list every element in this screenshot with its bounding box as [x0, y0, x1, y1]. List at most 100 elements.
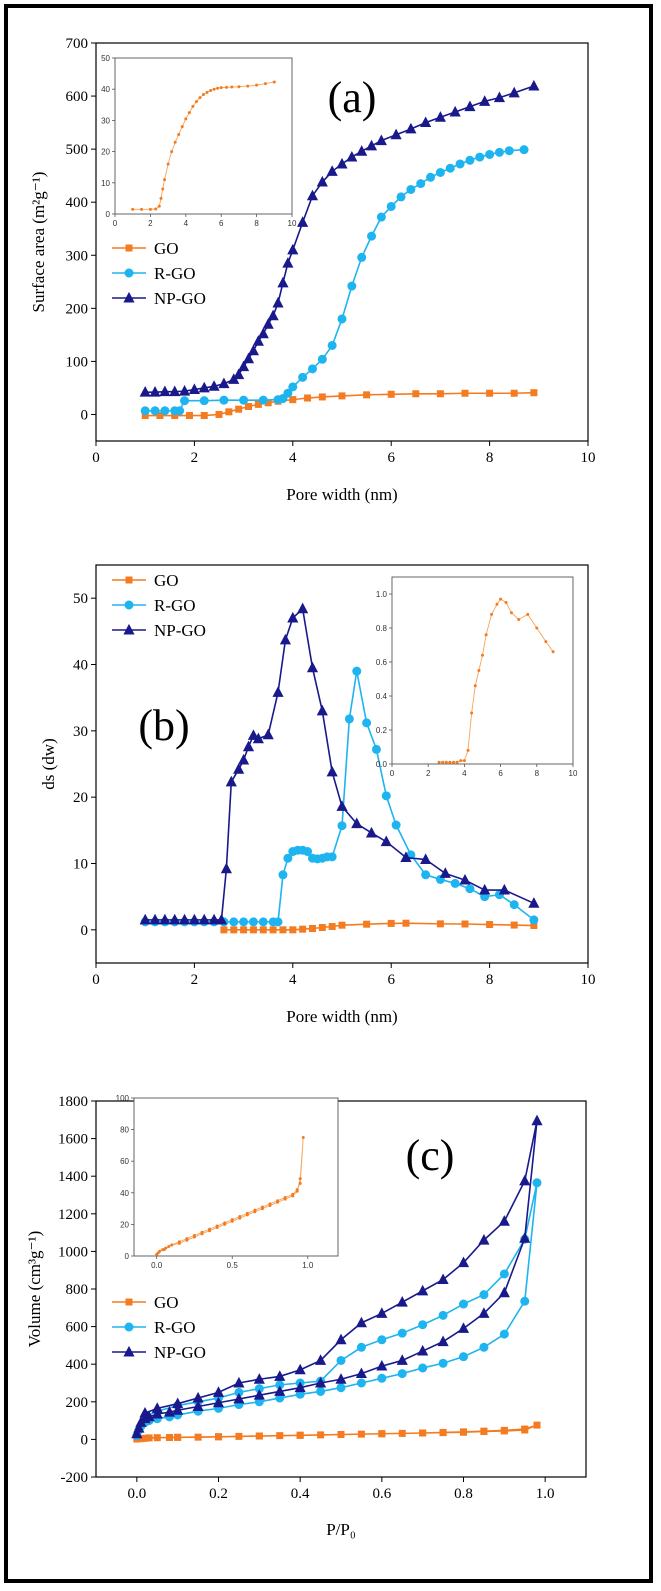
data-point-np-go — [198, 381, 210, 393]
data-point-r-go — [435, 167, 445, 177]
panel-label-b: (b) — [138, 701, 189, 750]
data-point-np-go — [396, 1296, 408, 1307]
data-point-np-go — [272, 686, 284, 697]
x-tick-label: 4 — [289, 972, 297, 988]
data-point-np-go — [437, 1335, 449, 1347]
inset-data-point-go — [208, 1227, 212, 1231]
data-point-go — [194, 1433, 202, 1441]
legend-marker-np-go — [123, 291, 135, 303]
data-point-np-go — [365, 139, 378, 151]
data-point-r-go — [248, 917, 258, 927]
inset-data-point-go — [209, 88, 213, 92]
data-point-go — [230, 926, 238, 934]
inset-data-point-go — [191, 104, 195, 108]
data-point-np-go — [159, 913, 171, 925]
plot-area-b — [95, 564, 589, 964]
data-point-go — [500, 1426, 508, 1434]
data-point-r-go — [337, 314, 347, 324]
inset-data-point-go — [517, 618, 521, 621]
data-point-np-go — [478, 1233, 490, 1245]
data-point-go — [235, 405, 243, 413]
y-tick-label: 1800 — [58, 1094, 88, 1110]
data-point-go — [378, 1430, 386, 1438]
data-point-r-go — [479, 1342, 489, 1352]
data-point-r-go — [229, 917, 239, 927]
data-point-np-go — [188, 383, 200, 394]
data-point-go — [318, 393, 326, 401]
data-point-go — [461, 389, 469, 397]
legend-label-np-go: NP-GO — [154, 1343, 206, 1362]
data-point-r-go — [160, 406, 170, 416]
panel-label-c: (c) — [406, 1131, 455, 1180]
data-point-np-go — [242, 352, 255, 364]
data-point-r-go — [421, 870, 431, 880]
legend-label-np-go: NP-GO — [154, 289, 206, 308]
data-point-np-go — [169, 385, 181, 397]
legend-marker-r-go — [124, 268, 134, 278]
data-point-np-go — [519, 1174, 531, 1186]
inset-data-point-go — [459, 759, 463, 763]
data-point-np-go — [139, 1406, 151, 1418]
data-point-np-go — [479, 883, 491, 895]
data-point-go — [461, 920, 469, 928]
data-point-go — [510, 921, 518, 929]
data-point-r-go — [509, 900, 519, 910]
inset-data-point-go — [276, 1199, 280, 1203]
data-point-np-go — [457, 1322, 470, 1333]
data-point-np-go — [498, 1286, 510, 1298]
inset-data-point-go — [216, 86, 220, 90]
inset-data-point-go — [295, 1188, 299, 1192]
data-point-np-go — [356, 145, 368, 156]
series-line-r-go — [136, 1182, 538, 1436]
data-point-np-go — [376, 1359, 388, 1371]
data-point-r-go — [459, 1299, 468, 1309]
x-axis-label-c: P/P₀ — [326, 1520, 356, 1539]
inset-data-point-go — [535, 626, 539, 630]
y-tick-label: 1400 — [58, 1169, 88, 1185]
data-point-np-go — [355, 1367, 367, 1379]
data-point-r-go — [494, 147, 504, 157]
inset-x-tick-label: 8 — [535, 769, 540, 778]
data-point-np-go — [188, 913, 200, 925]
data-point-go — [402, 919, 410, 927]
data-point-go — [533, 1421, 541, 1429]
data-point-go — [141, 1434, 149, 1442]
legend-marker-go — [125, 1298, 133, 1306]
data-point-np-go — [139, 386, 151, 397]
data-point-go — [304, 394, 312, 402]
data-point-np-go — [218, 377, 230, 389]
data-point-np-go — [198, 913, 210, 925]
inset-a: 0 2 4 6 8 10 0 10 20 30 40 50 — [101, 54, 297, 228]
legend-label-r-go: R-GO — [154, 264, 196, 283]
y-tick-label: 0 — [81, 1432, 89, 1448]
y-tick-label: 200 — [66, 1395, 89, 1411]
data-point-go — [215, 1433, 222, 1441]
inset-data-point-go — [202, 93, 205, 97]
x-tick-label: 6 — [387, 450, 395, 466]
data-point-r-go — [418, 1320, 428, 1330]
data-point-r-go — [504, 146, 514, 156]
data-point-go — [254, 400, 262, 408]
data-point-np-go — [365, 826, 378, 838]
y-tick-label: 1200 — [58, 1207, 88, 1223]
data-point-r-go — [239, 395, 249, 405]
inset-data-point-go — [473, 684, 477, 688]
inset-data-point-go — [260, 1205, 264, 1209]
inset-data-point-go — [237, 85, 241, 89]
data-point-r-go — [278, 870, 288, 880]
data-point-np-go — [479, 95, 491, 106]
data-point-r-go — [396, 192, 406, 202]
data-point-go — [412, 390, 420, 398]
data-point-r-go — [303, 847, 313, 857]
data-point-r-go — [386, 201, 396, 211]
data-point-go — [486, 389, 494, 397]
data-point-r-go — [344, 714, 354, 724]
data-point-np-go — [478, 1307, 490, 1318]
data-point-np-go — [528, 79, 540, 91]
x-tick-label: 8 — [486, 450, 494, 466]
data-point-r-go — [352, 666, 362, 676]
data-point-r-go — [357, 252, 367, 262]
data-point-np-go — [192, 1391, 204, 1403]
data-point-np-go — [306, 189, 319, 201]
legend-label-np-go: NP-GO — [154, 621, 206, 640]
